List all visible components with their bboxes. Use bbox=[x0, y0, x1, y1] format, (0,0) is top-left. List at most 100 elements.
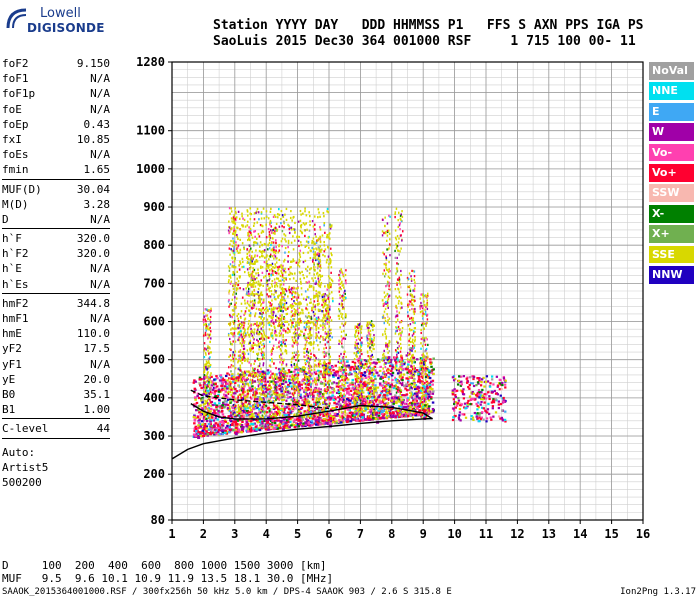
param-row-hf: h`F 320.0 bbox=[2, 231, 110, 246]
param-name: hmF1 bbox=[2, 312, 29, 325]
param-divider bbox=[2, 228, 110, 230]
param-row-fmin: fmin 1.65 bbox=[2, 162, 110, 177]
param-row-fof2: foF2 9.150 bbox=[2, 56, 110, 71]
param-name: fxI bbox=[2, 132, 22, 146]
data-point-2-4 bbox=[313, 294, 317, 298]
param-name: foEs bbox=[2, 148, 29, 162]
param-divider bbox=[2, 178, 110, 180]
x-tick-label: 12 bbox=[510, 527, 524, 541]
data-point-2-2 bbox=[281, 291, 285, 294]
param-value: 20.0 bbox=[83, 372, 111, 386]
data-point-1-1 bbox=[234, 432, 238, 436]
logo-arc-icon bbox=[6, 8, 27, 29]
param-value: N/A bbox=[90, 262, 110, 276]
param-name: B1 bbox=[2, 403, 16, 417]
param-name: foF2 bbox=[2, 57, 29, 70]
parameter-panel: foF2 9.150 foF1 N/A foF1p N/A foE N/A foEp 0.43 fx… bbox=[2, 56, 110, 490]
plot-frame bbox=[171, 61, 644, 521]
param-value: 30.04 bbox=[76, 182, 110, 196]
y-tick-label: 700 bbox=[143, 276, 165, 290]
logo-lowell: Lowell bbox=[40, 6, 81, 21]
data-point-2-1 bbox=[266, 264, 270, 268]
data-point-0-2 bbox=[266, 420, 270, 424]
param-value: 320.0 bbox=[76, 247, 110, 261]
param-value: 44 bbox=[96, 422, 110, 436]
data-point-0-1 bbox=[234, 422, 238, 426]
legend-item-ssw: SSW bbox=[649, 184, 694, 203]
param-value: N/A bbox=[90, 87, 110, 101]
logo-digisonde: DIGISONDE bbox=[27, 21, 105, 35]
param-divider bbox=[2, 418, 110, 420]
y-tick-label: 400 bbox=[143, 391, 165, 405]
param-value: 0.43 bbox=[83, 117, 111, 131]
param-row-hmf1: hmF1 N/A bbox=[2, 311, 110, 326]
header-labels: Station YYYY DAY DDD HHMMSS P1 FFS S AXN… bbox=[213, 18, 644, 33]
auto-line: 500200 bbox=[2, 475, 42, 489]
param-value: 9.150 bbox=[76, 57, 110, 70]
param-value: 17.5 bbox=[83, 342, 111, 356]
x-tick-label: 13 bbox=[542, 527, 556, 541]
x-tick-label: 10 bbox=[447, 527, 461, 541]
x-tick-label: 9 bbox=[420, 527, 427, 541]
param-name: foF1 bbox=[2, 72, 29, 86]
y-tick-label: 1280 bbox=[136, 55, 165, 69]
x-tick-label: 4 bbox=[263, 527, 270, 541]
legend-item-noval: NoVal bbox=[649, 62, 694, 80]
footer-file-info: SAAOK_2015364001000.RSF / 300fx256h 50 k… bbox=[2, 587, 452, 597]
x-tick-label: 2 bbox=[200, 527, 207, 541]
data-point-1-0 bbox=[197, 436, 201, 440]
x-tick-label: 16 bbox=[636, 527, 650, 541]
param-divider bbox=[2, 437, 110, 439]
param-value: 10.85 bbox=[76, 132, 110, 146]
param-name: h`Es bbox=[2, 277, 29, 291]
param-row-foep: foEp 0.43 bbox=[2, 117, 110, 132]
x-tick-label: 5 bbox=[294, 527, 301, 541]
param-row-yf2: yF2 17.5 bbox=[2, 341, 110, 356]
param-row-ye: yE 20.0 bbox=[2, 372, 110, 387]
data-point-2-3 bbox=[297, 302, 301, 306]
y-tick-label: 900 bbox=[143, 200, 165, 214]
param-name: C-level bbox=[2, 422, 49, 436]
param-row-md: M(D) 3.28 bbox=[2, 197, 110, 212]
y-tick-label: 300 bbox=[143, 429, 165, 443]
legend-item-xminus: X- bbox=[649, 204, 694, 223]
y-tick-label: 800 bbox=[143, 238, 165, 252]
param-name: fmin bbox=[2, 163, 29, 177]
data-point-0-7 bbox=[423, 409, 427, 413]
legend-item-nne: NNE bbox=[649, 82, 694, 101]
muf-distance-table: D 100 200 400 600 800 1000 1500 3000 [km… bbox=[2, 559, 333, 585]
param-name: yF2 bbox=[2, 342, 22, 356]
distance-row: D 100 200 400 600 800 1000 1500 3000 [km… bbox=[2, 559, 327, 572]
x-tick-label: 7 bbox=[357, 527, 364, 541]
param-value: N/A bbox=[90, 277, 110, 291]
x-tick-label: 1 bbox=[168, 527, 175, 541]
x-tick-label: 3 bbox=[231, 527, 238, 541]
param-row-yf1: yF1 N/A bbox=[2, 357, 110, 372]
x-tick-label: 15 bbox=[604, 527, 618, 541]
param-value: 35.1 bbox=[83, 387, 111, 401]
param-value: N/A bbox=[90, 72, 110, 86]
param-name: foF1p bbox=[2, 87, 36, 101]
data-point-0-5 bbox=[360, 413, 364, 417]
param-name: yF1 bbox=[2, 357, 22, 371]
profile-curve-2 bbox=[190, 389, 330, 410]
data-point-0-4 bbox=[329, 416, 332, 420]
param-name: foEp bbox=[2, 117, 29, 131]
data-point-2-0 bbox=[250, 283, 254, 287]
param-value: 110.0 bbox=[76, 327, 110, 341]
x-tick-label: 11 bbox=[479, 527, 493, 541]
param-name: B0 bbox=[2, 387, 16, 401]
param-row-hes: h`Es N/A bbox=[2, 277, 110, 292]
param-row-b1: B1 1.00 bbox=[2, 402, 110, 417]
param-value: 3.28 bbox=[83, 197, 111, 211]
param-value: 1.65 bbox=[83, 163, 111, 177]
station-header: Station YYYY DAY DDD HHMMSS P1 FFS S AXN… bbox=[213, 18, 643, 50]
param-name: h`F2 bbox=[2, 247, 29, 261]
param-name: h`F bbox=[2, 232, 22, 246]
param-row-hme: hmE 110.0 bbox=[2, 326, 110, 341]
legend-item-vominus: Vo- bbox=[649, 143, 694, 162]
param-name: hmE bbox=[2, 327, 22, 341]
data-point-1-2 bbox=[281, 428, 285, 432]
x-tick-label: 6 bbox=[325, 527, 332, 541]
y-tick-label: 200 bbox=[143, 467, 165, 481]
